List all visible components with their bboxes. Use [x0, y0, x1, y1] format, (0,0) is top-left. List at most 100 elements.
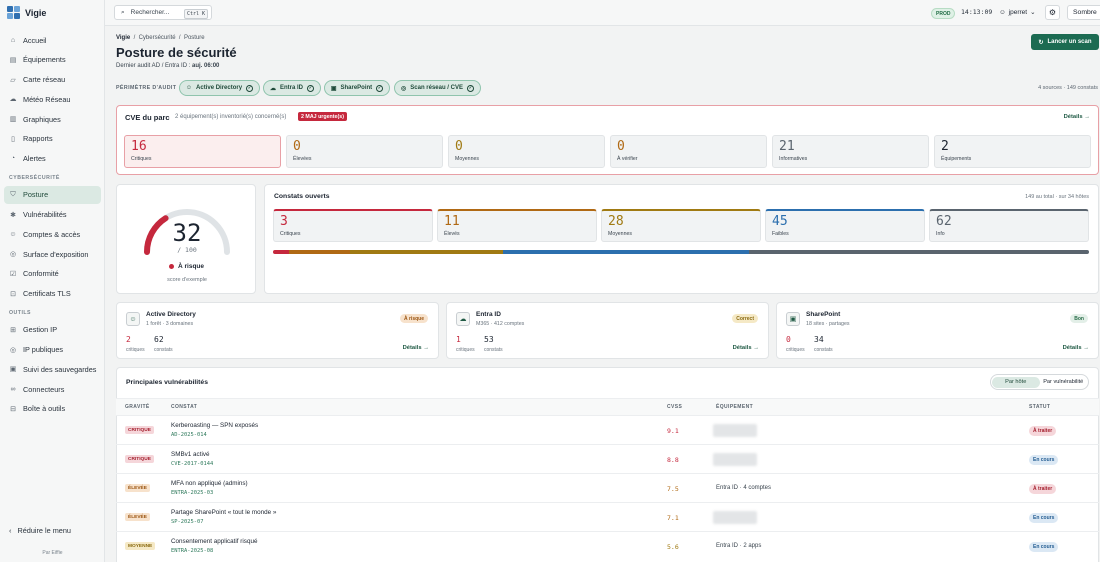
sidebar-item-gestion-ip[interactable]: ⊞ Gestion IP	[10, 325, 58, 335]
gear-icon: ⚙	[1048, 8, 1057, 17]
breadcrumb-item[interactable]: Vigie	[116, 35, 131, 41]
table-row[interactable]: MOYENNE Consentement applicatif risqué ENT…	[116, 531, 1099, 560]
theme-toggle-button[interactable]: Sombre	[1067, 5, 1100, 20]
home-icon: ⌂	[10, 36, 16, 44]
search-icon: ⌕	[121, 8, 125, 16]
score-card: 32 / 100 À risque score d'exemple	[116, 184, 256, 294]
app-logo[interactable]: Vigie	[7, 6, 46, 19]
chip-entra-id[interactable]: ☁ Entra ID ✓	[263, 80, 321, 96]
sidebar-item-certificats-tls[interactable]: ⊡ Certificats TLS	[10, 289, 71, 299]
sidebar-item-meteo-reseau[interactable]: ☁ Météo Réseau	[9, 94, 71, 104]
logo-icon	[7, 6, 20, 19]
chart-icon: ▥	[9, 116, 17, 124]
sidebar-item-graphiques[interactable]: ▥ Graphiques	[9, 114, 61, 124]
source-name: SharePoint	[806, 311, 841, 318]
sidebar-item-alertes[interactable]: ◔ Alertes	[10, 154, 46, 164]
server-icon: ▤	[9, 56, 17, 64]
status-badge: Correct	[732, 314, 758, 323]
source-details-link[interactable]: Détails →	[732, 345, 759, 351]
user-menu[interactable]: ☺ jperret ⌄	[999, 8, 1036, 17]
sidebar-item-connecteurs[interactable]: ∞ Connecteurs	[10, 384, 65, 394]
redacted-equipment	[713, 424, 757, 437]
cve-details-link[interactable]: Détails →	[1063, 114, 1090, 120]
col-header-status: STATUT	[1029, 404, 1051, 410]
settings-button[interactable]: ⚙	[1045, 5, 1060, 20]
sidebar-item-vulnerabilites[interactable]: ✱ Vulnérabilités	[10, 210, 67, 220]
source-meta: M365 · 412 comptes	[476, 321, 525, 327]
cloud-icon: ☁	[269, 85, 276, 92]
chevron-left-icon: ‹	[9, 526, 12, 535]
cve-title: CVE du parc	[125, 113, 170, 122]
page-title: Posture de sécurité	[116, 45, 237, 60]
col-header-cvss: CVSS	[667, 404, 683, 410]
sidebar-item-suivi-sauvegardes[interactable]: ▣ Suivi des sauvegardes	[9, 364, 97, 374]
breadcrumb-item: Posture	[183, 35, 205, 41]
check-icon: ✓	[307, 84, 314, 92]
score-value: 32	[172, 219, 202, 247]
chip-active-directory[interactable]: ☺ Active Directory ✓	[179, 80, 260, 96]
finding-id: ENTRA-2025-08	[171, 548, 214, 554]
toggle-by-host[interactable]: Par hôte	[992, 376, 1040, 388]
cvss-score: 7.1	[667, 514, 679, 522]
collapse-menu-button[interactable]: ‹ Réduire le menu	[9, 526, 71, 535]
source-card-active-directory[interactable]: ☺ Active Directory 1 forêt · 3 domaines …	[116, 302, 439, 359]
source-details-link[interactable]: Détails →	[1062, 345, 1089, 351]
finding-title: MFA non appliqué (admins)	[171, 480, 248, 487]
table-row[interactable]: ÉLEVÉE MFA non appliqué (admins) ENTRA-202…	[116, 473, 1099, 502]
findings-summary: 149 au total · sur 34 hôtes	[1025, 194, 1089, 200]
sidebar-item-surface-exposition[interactable]: ◎ Surface d'exposition	[9, 249, 89, 259]
source-card-sharepoint[interactable]: ▣ SharePoint 18 sites · partages Bon 0 c…	[776, 302, 1099, 359]
source-name: Entra ID	[476, 311, 501, 318]
launch-scan-button[interactable]: ↻ Lancer un scan	[1031, 34, 1099, 50]
score-gauge	[144, 209, 230, 255]
source-details-link[interactable]: Détails →	[402, 345, 429, 351]
finding-title: SMBv1 activé	[171, 451, 210, 458]
table-row[interactable]: CRITIQUE Kerberoasting — SPN exposés AD-20…	[116, 415, 1099, 444]
cve-stat-critical: 16 Critiques	[124, 135, 281, 168]
sidebar-item-posture[interactable]: ⛉ Posture	[4, 185, 101, 204]
status-badge: En cours	[1029, 542, 1059, 552]
table-row[interactable]: CRITIQUE SMBv1 activé CVE-2017-0144 8.8 En c…	[116, 444, 1099, 473]
folder-icon: ▣	[786, 312, 800, 326]
distribution-segment	[273, 250, 290, 254]
cve-stat-high: 0 Élevées	[286, 135, 443, 168]
source-meta: 18 sites · partages	[806, 321, 850, 327]
chevron-down-icon: ⌄	[1030, 9, 1036, 16]
status-dot	[169, 264, 174, 269]
sidebar-item-accueil[interactable]: ⌂ Accueil	[10, 35, 47, 45]
chip-sharepoint[interactable]: ▣ SharePoint ✓	[324, 80, 390, 96]
sidebar-item-equipements[interactable]: ▤ Équipements	[9, 55, 66, 65]
search-shortcut: Ctrl K	[183, 8, 208, 19]
app-name: Vigie	[25, 7, 47, 18]
toggle-by-vulnerability[interactable]: Par vulnérabilité	[1043, 379, 1084, 385]
breadcrumb: Vigie / Cybersécurité / Posture	[116, 35, 205, 41]
sidebar-item-comptes-acces[interactable]: ☺ Comptes & accès	[9, 229, 81, 239]
finding-id: CVE-2017-0144	[171, 461, 214, 467]
backup-icon: ▣	[9, 366, 17, 374]
refresh-icon: ↻	[1038, 39, 1044, 46]
table-row[interactable]: ÉLEVÉE Partage SharePoint « tout le monde…	[116, 502, 1099, 531]
breadcrumb-item[interactable]: Cybersécurité	[138, 35, 176, 41]
sidebar-footer: Par Eiffie	[42, 550, 63, 556]
chip-scan-reseau[interactable]: ◎ Scan réseau / CVE ✓	[394, 80, 481, 96]
urgent-updates-badge: 2 MAJ urgente(s)	[298, 112, 347, 121]
finding-title: Consentement applicatif risqué	[171, 538, 258, 545]
sidebar-item-conformite[interactable]: ☑ Conformité	[9, 269, 59, 279]
search-input[interactable]: ⌕ Rechercher... Ctrl K	[114, 5, 212, 20]
source-card-entra-id[interactable]: ☁ Entra ID M365 · 412 comptes Correct 1 …	[446, 302, 769, 359]
main-nav: ⌂ Accueil ▤ Équipements ▱ Carte réseau ☁ Mét…	[4, 31, 101, 420]
checklist-icon: ☑	[9, 270, 17, 278]
finding-stat-medium: 28 Moyennes	[601, 209, 761, 242]
clock: 14:13:09	[961, 8, 993, 16]
view-toggle: Par hôte Par vulnérabilité	[990, 374, 1089, 390]
section-cybersecurite: CYBERSÉCURITÉ	[9, 174, 60, 181]
equipment-cell: Entra ID · 4 comptes	[716, 485, 772, 491]
finding-id: AD-2025-014	[171, 432, 207, 438]
check-icon: ✓	[246, 84, 254, 92]
sidebar-item-ip-publiques[interactable]: ◎ IP publiques	[9, 345, 64, 355]
source-findings-count: 62	[154, 335, 164, 344]
table-header	[116, 398, 1099, 415]
sidebar-item-boite-outils[interactable]: ⊟ Boîte à outils	[10, 404, 66, 414]
sidebar-item-carte-reseau[interactable]: ▱ Carte réseau	[10, 75, 66, 85]
sidebar-item-rapports[interactable]: ▯ Rapports	[4, 130, 101, 148]
